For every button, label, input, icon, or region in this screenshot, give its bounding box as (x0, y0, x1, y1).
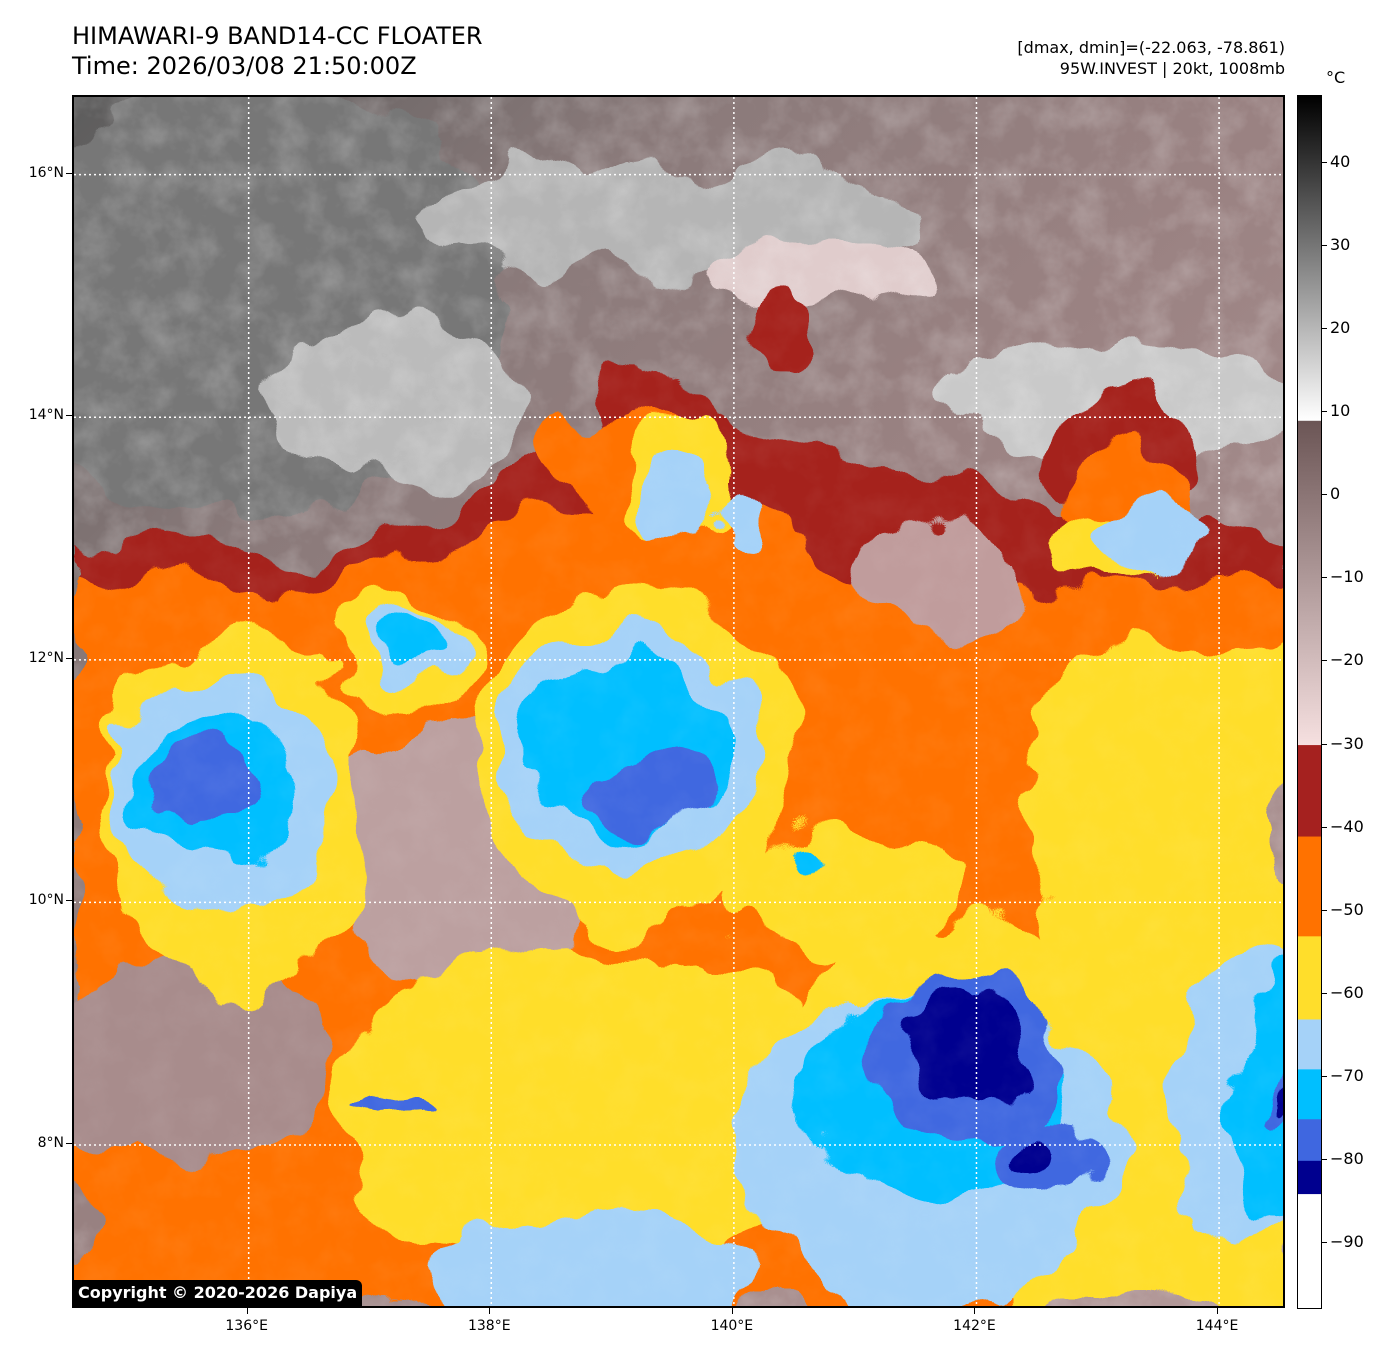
colorbar-band (1298, 935, 1321, 1020)
colorbar-tick (1322, 327, 1327, 329)
colorbar-band (1298, 1068, 1321, 1120)
lon-label: 136°E (225, 1318, 268, 1334)
colorbar-scale (1298, 96, 1321, 1308)
lat-label: 14°N (28, 407, 64, 424)
lon-tick (1217, 1308, 1219, 1314)
lon-tick (731, 1308, 733, 1314)
colorbar-tick (1322, 1159, 1327, 1161)
colorbar-tick-label: 0 (1330, 484, 1341, 504)
colorbar-tick (1322, 577, 1327, 579)
colorbar-tick (1322, 993, 1327, 995)
copyright-notice: Copyright © 2020-2026 Dapiya (72, 1280, 363, 1306)
colorbar-tick (1322, 161, 1327, 163)
colorbar-band (1298, 1018, 1321, 1070)
colorbar-band (1298, 96, 1321, 421)
colorbar-tick (1322, 743, 1327, 745)
lat-label: 8°N (37, 1135, 64, 1152)
lon-label: 138°E (467, 1318, 511, 1334)
colorbar-tick-label: 20 (1330, 317, 1351, 337)
colorbar-tick (1322, 1242, 1327, 1244)
lon-label: 144°E (1195, 1318, 1239, 1334)
lat-tick (66, 1143, 72, 1145)
colorbar-tick-label: −80 (1330, 1149, 1364, 1169)
gridlines (74, 97, 1283, 1306)
colorbar-tick (1322, 410, 1327, 412)
colorbar-tick-label: −20 (1330, 650, 1364, 670)
colorbar-band (1298, 836, 1321, 937)
colorbar-band (1298, 744, 1321, 837)
data-range-info: [dmax, dmin]=(-22.063, -78.861) (1017, 38, 1285, 57)
colorbar-tick (1322, 909, 1327, 911)
lat-tick (66, 415, 72, 417)
lon-tick (974, 1308, 976, 1314)
colorbar-tick-label: 10 (1330, 400, 1351, 420)
colorbar-tick-label: −30 (1330, 733, 1364, 753)
colorbar-tick (1322, 244, 1327, 246)
colorbar-band (1298, 1118, 1321, 1161)
satellite-imagery (74, 97, 1283, 1306)
lat-label: 12°N (28, 649, 64, 666)
lon-label: 142°E (953, 1318, 996, 1334)
colorbar-band (1298, 1193, 1321, 1308)
colorbar-tick (1322, 660, 1327, 662)
colorbar-tick-label: −90 (1330, 1232, 1364, 1252)
lat-tick (66, 172, 72, 174)
colorbar-tick-label: −70 (1330, 1066, 1364, 1086)
lon-tick (489, 1308, 491, 1314)
colorbar-tick-label: 40 (1330, 151, 1351, 171)
colorbar-band (1298, 420, 1321, 746)
lat-tick (66, 900, 72, 902)
colorbar-tick-label: −50 (1330, 899, 1364, 919)
colorbar-tick-label: −60 (1330, 983, 1364, 1003)
chart-title: HIMAWARI-9 BAND14-CC FLOATER (72, 22, 483, 50)
storm-info: 95W.INVEST | 20kt, 1008mb (1059, 59, 1285, 78)
lon-tick (246, 1308, 248, 1314)
lat-label: 16°N (28, 164, 64, 181)
satellite-map (72, 95, 1285, 1308)
colorbar (1297, 95, 1322, 1309)
lat-tick (66, 657, 72, 659)
colorbar-tick-label: −40 (1330, 816, 1364, 836)
cloud-texture-overlay (74, 97, 1283, 1306)
colorbar-tick (1322, 1076, 1327, 1078)
colorbar-tick (1322, 494, 1327, 496)
lon-label: 140°E (710, 1318, 754, 1334)
lat-label: 10°N (28, 892, 64, 909)
colorbar-tick-label: 30 (1330, 234, 1351, 254)
colorbar-tick-label: −10 (1330, 567, 1364, 587)
chart-time: Time: 2026/03/08 21:50:00Z (72, 52, 417, 80)
colorbar-tick (1322, 826, 1327, 828)
colorbar-unit: °C (1326, 68, 1346, 87)
colorbar-band (1298, 1160, 1321, 1195)
